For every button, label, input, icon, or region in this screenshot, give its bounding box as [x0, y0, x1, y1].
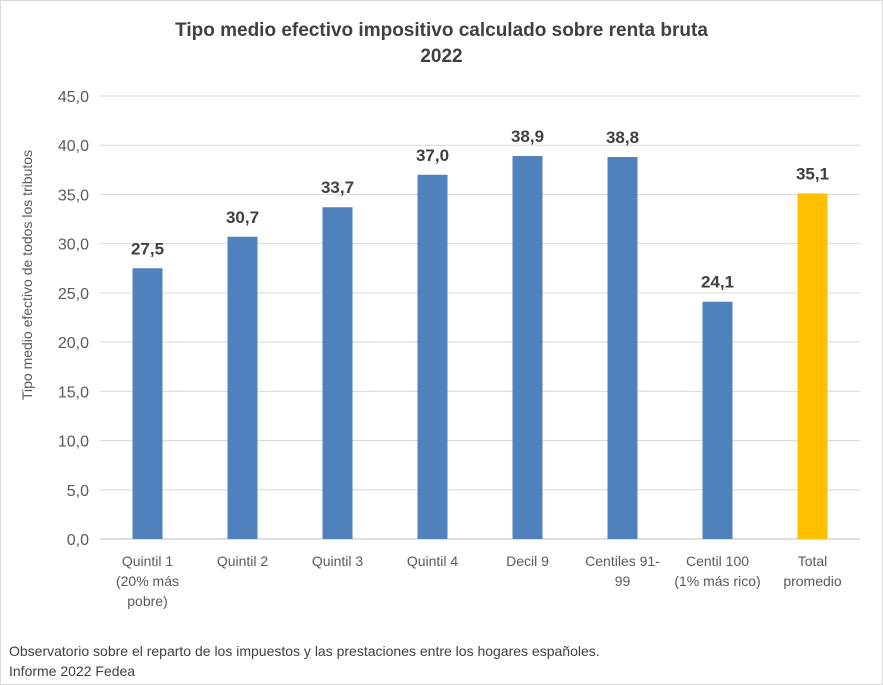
y-tick-label: 40,0 — [58, 138, 89, 155]
y-tick-label: 0,0 — [67, 532, 89, 549]
y-tick-label: 10,0 — [58, 434, 89, 451]
data-label: 38,8 — [606, 128, 639, 147]
y-tick-label: 20,0 — [58, 335, 89, 352]
data-label: 35,1 — [796, 164, 829, 183]
y-tick-label: 30,0 — [58, 237, 89, 254]
x-tick-label-line: Total — [798, 553, 828, 569]
data-label: 38,9 — [511, 127, 544, 146]
data-label: 27,5 — [131, 239, 164, 258]
x-tick-label-line: (1% más rico) — [674, 573, 760, 589]
x-tick-label: Quintil 3 — [312, 553, 364, 569]
x-tick-label-line: Centil 100 — [686, 553, 749, 569]
y-tick-label: 35,0 — [58, 187, 89, 204]
x-tick-label-line: Centiles 91- — [585, 553, 660, 569]
x-tick-label-line: Quintil 2 — [217, 553, 269, 569]
source-line-2: Informe 2022 Fedea — [9, 663, 136, 679]
x-tick-label: Decil 9 — [506, 553, 549, 569]
x-tick-label-line: Quintil 3 — [312, 553, 364, 569]
x-tick-label: Quintil 1 (20% más pobre) — [116, 553, 179, 609]
chart-subtitle: 2022 — [420, 46, 463, 67]
x-tick-label: Centiles 91- 99 — [585, 553, 660, 589]
chart-title: Tipo medio efectivo impositivo calculado… — [175, 20, 708, 41]
source-note: Observatorio sobre el reparto de los imp… — [9, 641, 600, 681]
x-tick-label-line: (20% más — [116, 573, 179, 589]
x-tick-label: Total promedio — [783, 553, 842, 589]
y-tick-label: 5,0 — [67, 483, 89, 500]
x-tick-label-line: promedio — [783, 573, 842, 589]
bar — [322, 207, 353, 539]
data-label: 30,7 — [226, 208, 259, 227]
x-tick-label: Centil 100 (1% más rico) — [674, 553, 760, 589]
bar — [607, 157, 638, 539]
x-tick-label-line: Quintil 1 — [122, 553, 174, 569]
source-line-1: Observatorio sobre el reparto de los imp… — [9, 643, 600, 659]
bar — [797, 193, 828, 539]
x-tick-label-line: Decil 9 — [506, 553, 549, 569]
data-label: 24,1 — [701, 273, 734, 292]
bar — [132, 268, 163, 539]
y-tick-label: 15,0 — [58, 384, 89, 401]
bar — [227, 236, 258, 539]
bar — [417, 174, 448, 539]
x-tick-label-line: pobre) — [127, 593, 167, 609]
x-tick-label: Quintil 2 — [217, 553, 269, 569]
bar — [512, 156, 543, 539]
x-tick-label-line: Quintil 4 — [407, 553, 459, 569]
x-tick-label-line: 99 — [615, 573, 631, 589]
y-tick-label: 25,0 — [58, 286, 89, 303]
bar — [702, 301, 733, 539]
y-tick-label: 45,0 — [58, 89, 89, 106]
data-label: 33,7 — [321, 178, 354, 197]
x-tick-label: Quintil 4 — [407, 553, 459, 569]
data-label: 37,0 — [416, 146, 449, 165]
